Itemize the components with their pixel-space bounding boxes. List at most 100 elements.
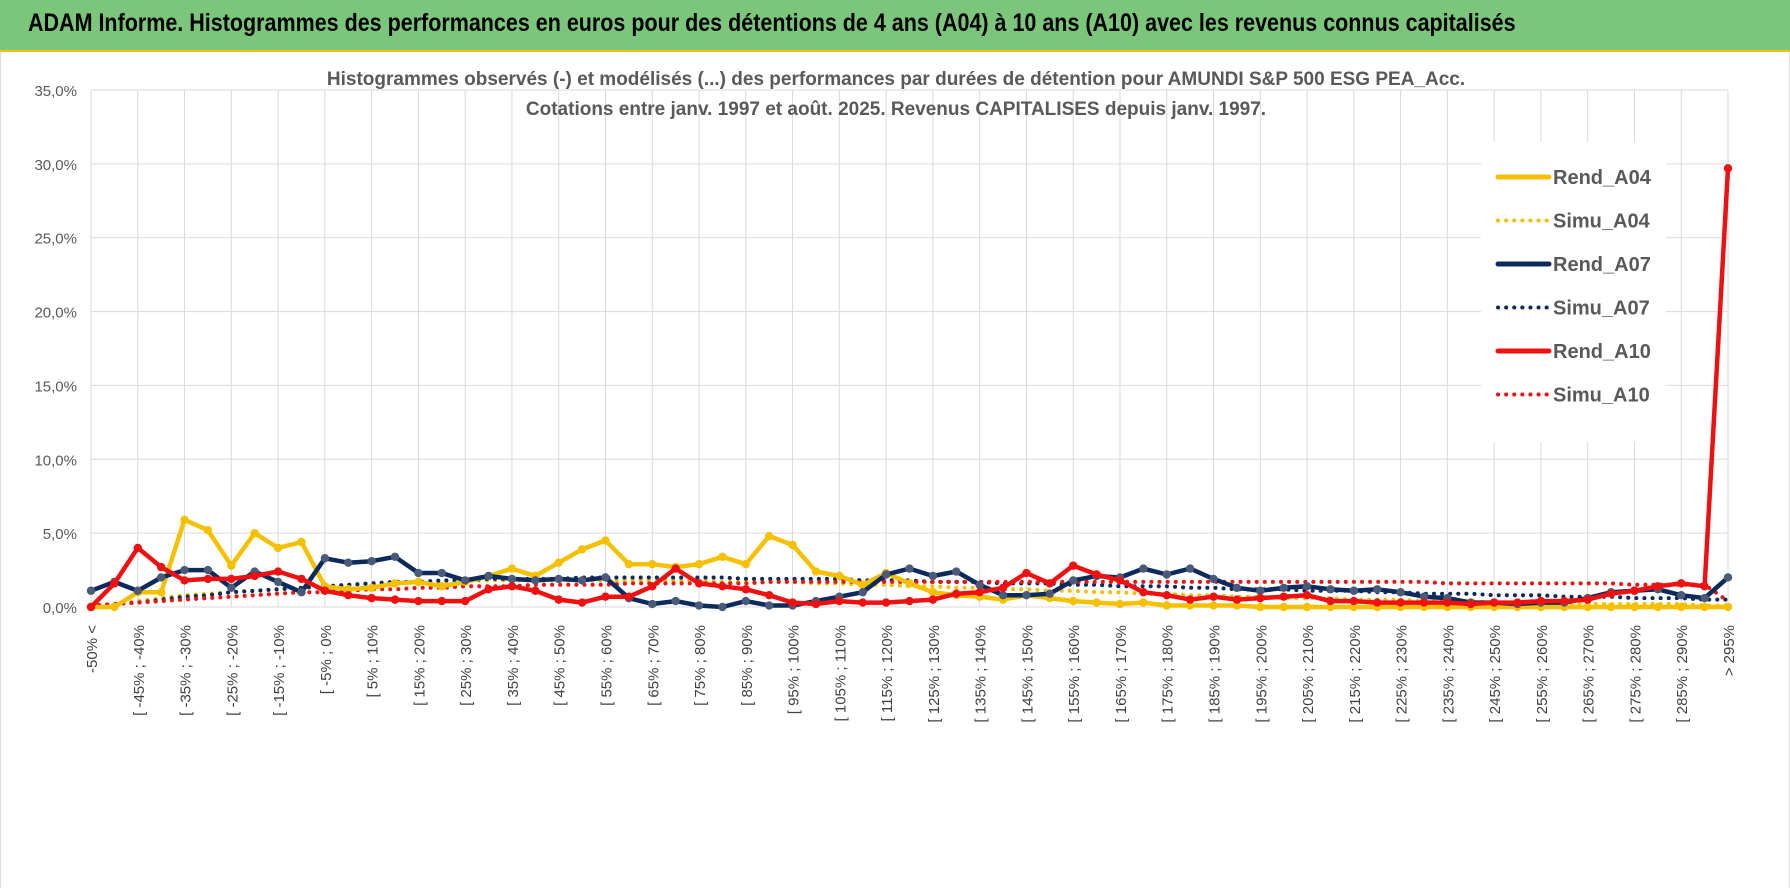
data-point-rend_a04 [624, 559, 634, 569]
data-point-rend_a10 [1653, 582, 1663, 591]
data-point-rend_a10 [858, 598, 867, 607]
data-point-rend_a04 [250, 528, 259, 538]
data-point-rend_a07 [297, 588, 306, 597]
data-point-rend_a10 [86, 602, 96, 612]
data-point-rend_a07 [1326, 585, 1335, 594]
data-point-rend_a04 [437, 582, 446, 591]
data-point-rend_a04 [110, 602, 119, 612]
x-tick-label: > 295% [1721, 625, 1738, 676]
data-point-rend_a07 [180, 565, 189, 575]
data-point-rend_a04 [507, 564, 517, 573]
y-tick-label: 0,0% [43, 600, 77, 617]
x-tick-label: [ 125% ; 130% [926, 625, 943, 723]
data-point-rend_a07 [648, 599, 657, 609]
legend: Rend_A04 Simu_A04 Rend_A07 Simu_A07 Rend_A10… [1481, 142, 1666, 442]
data-point-rend_a10 [1069, 561, 1078, 570]
y-tick-label: 20,0% [34, 305, 77, 322]
data-point-rend_a04 [811, 567, 821, 576]
data-point-rend_a07 [764, 601, 774, 610]
x-tick-label: [ 5% ; 10% [365, 625, 382, 698]
data-point-rend_a10 [1723, 164, 1733, 173]
x-tick-label: [ -45% ; -40% [131, 625, 148, 716]
legend-label-simu_a07: Simu_A07 [1553, 298, 1650, 320]
data-point-rend_a07 [905, 564, 914, 573]
data-point-rend_a04 [1069, 596, 1078, 606]
line-chart: 0,0% 5,0% 10,0% 15,0% 20,0% 25,0% 30,0% 35,0% -… [34, 69, 1738, 723]
data-point-rend_a04 [1349, 602, 1359, 612]
data-point-rend_a07 [741, 596, 750, 606]
data-point-rend_a07 [531, 576, 540, 585]
data-point-rend_a10 [110, 579, 119, 588]
title-banner: ADAM Informe. Histogrammes des performan… [0, 0, 1790, 52]
data-point-rend_a10 [881, 598, 891, 607]
data-point-rend_a07 [718, 602, 727, 612]
data-point-rend_a10 [952, 589, 961, 598]
data-point-rend_a10 [1466, 599, 1475, 609]
data-point-rend_a07 [1396, 588, 1405, 597]
x-tick-label: [ 245% ; 250% [1487, 625, 1504, 723]
x-axis-ticks: -50% < [ -45% ; -40% [ -35% ; -30% [ -25% ;… [84, 625, 1738, 723]
data-point-rend_a04 [835, 571, 844, 581]
data-point-rend_a07 [1373, 585, 1382, 594]
x-tick-label: [ 115% ; 120% [879, 625, 896, 721]
data-point-rend_a04 [554, 558, 563, 567]
data-point-rend_a04 [858, 580, 867, 590]
data-point-rend_a04 [367, 583, 376, 592]
data-point-rend_a04 [1162, 601, 1171, 610]
legend-label-rend_a04: Rend_A04 [1553, 167, 1652, 189]
data-point-rend_a10 [437, 596, 446, 606]
data-point-rend_a10 [1256, 593, 1265, 603]
data-point-rend_a07 [881, 570, 891, 579]
data-point-rend_a07 [601, 573, 610, 582]
data-point-rend_a07 [227, 583, 236, 592]
data-point-rend_a07 [390, 552, 400, 561]
data-point-rend_a10 [320, 586, 330, 595]
data-point-rend_a07 [1069, 576, 1078, 585]
data-point-rend_a07 [1419, 592, 1429, 601]
y-tick-label: 15,0% [34, 378, 77, 395]
data-point-rend_a07 [975, 580, 984, 590]
series-lines [86, 164, 1733, 612]
data-point-rend_a04 [227, 561, 236, 570]
legend-label-simu_a04: Simu_A04 [1553, 211, 1651, 233]
data-point-rend_a07 [998, 590, 1008, 600]
data-point-rend_a07 [671, 596, 680, 606]
data-point-rend_a10 [1630, 586, 1639, 595]
data-point-rend_a07 [367, 557, 376, 566]
data-point-rend_a04 [788, 540, 797, 550]
data-point-rend_a04 [648, 559, 657, 569]
x-tick-label: [ 235% ; 240% [1440, 625, 1457, 723]
x-tick-label: -50% < [84, 625, 101, 673]
data-point-rend_a10 [928, 595, 938, 604]
data-point-rend_a10 [273, 567, 283, 576]
data-point-rend_a10 [344, 590, 353, 600]
legend-box [1481, 142, 1666, 442]
data-point-rend_a04 [1723, 602, 1733, 612]
data-point-rend_a04 [694, 559, 704, 569]
data-point-rend_a07 [1045, 589, 1055, 598]
chart-frame: 0,0% 5,0% 10,0% 15,0% 20,0% 25,0% 30,0% 35,0% -… [0, 52, 1790, 888]
data-point-rend_a10 [1162, 590, 1171, 600]
x-tick-label: [ -5% ; 0% [318, 625, 335, 694]
data-point-rend_a10 [1443, 598, 1452, 607]
x-tick-label: [ -35% ; -30% [178, 625, 195, 716]
data-point-rend_a10 [554, 595, 563, 604]
data-point-rend_a04 [1092, 598, 1101, 607]
grid-lines [90, 89, 1729, 608]
x-tick-label: [ 175% ; 180% [1160, 625, 1177, 723]
data-point-rend_a10 [1536, 596, 1546, 606]
data-point-rend_a07 [554, 574, 563, 584]
data-point-rend_a10 [1396, 598, 1405, 607]
legend-label-rend_a10: Rend_A10 [1553, 341, 1651, 363]
data-point-rend_a10 [1139, 588, 1148, 597]
data-point-rend_a04 [718, 552, 727, 561]
data-point-rend_a07 [1185, 564, 1195, 573]
data-point-rend_a10 [1302, 590, 1312, 600]
x-tick-label: [ 155% ; 160% [1066, 625, 1083, 723]
data-point-rend_a10 [741, 585, 750, 594]
data-point-rend_a07 [273, 577, 283, 587]
data-point-rend_a04 [1185, 601, 1195, 610]
data-point-rend_a07 [460, 576, 470, 585]
data-point-rend_a07 [344, 558, 353, 567]
data-point-rend_a04 [344, 585, 353, 594]
